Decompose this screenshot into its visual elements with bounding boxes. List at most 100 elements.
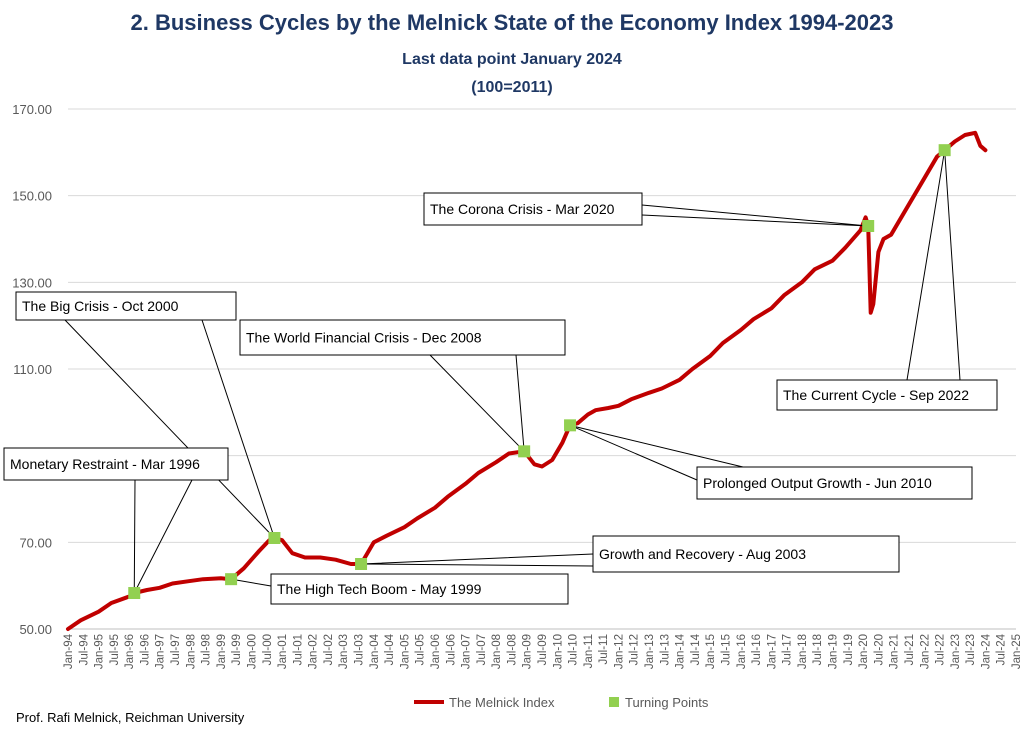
x-tick-label: Jul-24 (996, 633, 1008, 665)
x-tick-label: Jul-23 (965, 634, 977, 665)
y-tick-label: 150.00 (12, 189, 52, 204)
x-tick-label: Jul-14 (690, 633, 702, 665)
x-tick-label: Jul-13 (659, 634, 671, 665)
x-tick-label: Jan-25 (1011, 634, 1023, 669)
turning-point-marker (518, 445, 531, 458)
turning-point-marker (355, 558, 368, 570)
annotation-label: Prolonged Output Growth - Jun 2010 (703, 475, 932, 491)
x-tick-label: Jan-00 (246, 634, 258, 669)
x-tick-label: Jan-12 (613, 634, 625, 669)
x-tick-label: Jul-05 (415, 634, 427, 665)
x-tick-label: Jan-24 (980, 633, 992, 669)
y-tick-label: 170.00 (12, 102, 52, 117)
y-tick-label: 130.00 (12, 275, 52, 290)
x-tick-label: Jan-21 (889, 634, 901, 669)
x-tick-label: Jul-98 (201, 634, 213, 665)
chart-title: 2. Business Cycles by the Melnick State … (131, 10, 894, 35)
x-tick-label: Jan-15 (705, 634, 717, 669)
turning-point-marker (128, 587, 141, 600)
x-tick-label: Jul-19 (843, 634, 855, 665)
x-tick-label: Jul-10 (568, 634, 580, 665)
chart-subtitle: Last data point January 2024 (402, 51, 622, 68)
annotation-box (239, 319, 566, 356)
x-tick-label: Jul-18 (812, 634, 824, 665)
turning-point-marker (938, 144, 951, 157)
x-tick-label: Jan-02 (308, 634, 320, 669)
annotation-box (696, 466, 973, 500)
x-tick-label: Jan-08 (491, 634, 503, 669)
x-tick-label: Jul-02 (323, 634, 335, 665)
turning-point-marker (564, 419, 577, 432)
annotation-label: Growth and Recovery - Aug 2003 (599, 546, 806, 562)
y-tick-label: 70.00 (19, 535, 52, 550)
turning-point-marker (225, 573, 238, 586)
x-tick-label: Jul-04 (384, 633, 396, 665)
annotation-label: The High Tech Boom - May 1999 (277, 581, 482, 597)
x-tick-label: Jul-22 (935, 634, 947, 665)
annotation-box (592, 535, 900, 573)
x-tick-label: Jul-96 (139, 634, 151, 665)
x-tick-label: Jul-99 (231, 634, 243, 665)
chart-subtitle-base: (100=2011) (471, 79, 552, 96)
x-tick-label: Jan-19 (828, 634, 840, 669)
x-tick-label: Jul-01 (292, 634, 304, 665)
x-tick-label: Jan-03 (338, 634, 350, 669)
x-tick-label: Jan-09 (522, 634, 534, 669)
annotation-boxes: Monetary Restraint - Mar 1996 The High Te… (3, 192, 998, 605)
x-tick-label: Jul-09 (537, 634, 549, 665)
x-tick-label: Jul-11 (598, 634, 610, 664)
y-tick-label: 50.00 (19, 622, 52, 637)
annotation-label: The World Financial Crisis - Dec 2008 (246, 330, 482, 346)
annotation-label: Monetary Restraint - Mar 1996 (10, 456, 200, 472)
annotation-box (3, 447, 229, 481)
y-tick-label: 110.00 (13, 362, 52, 377)
legend-index-label: The Melnick Index (449, 695, 555, 710)
melnick-index-line (66, 130, 988, 631)
x-tick-label: Jan-97 (155, 634, 167, 669)
x-tick-label: Jul-00 (262, 634, 274, 665)
x-tick-label: Jan-11 (583, 634, 595, 668)
x-tick-label: Jul-95 (109, 634, 121, 665)
x-tick-label: Jul-12 (629, 634, 641, 665)
legend-turning-swatch (609, 697, 619, 707)
x-tick-label: Jan-95 (94, 634, 106, 669)
annotation-box (15, 291, 237, 321)
x-tick-label: Jan-23 (950, 634, 962, 669)
x-tick-labels: Jan-94 Jul-94 Jan-95 Jul-95 Jan-96 Jul-96 Jan-… (63, 633, 1023, 669)
x-tick-label: Jan-07 (461, 634, 473, 669)
x-tick-label: Jan-04 (369, 633, 381, 669)
x-tick-label: Jan-13 (644, 634, 656, 669)
annotation-box (423, 192, 643, 226)
annotation-box (270, 573, 569, 605)
annotation-box (776, 379, 998, 411)
x-tick-label: Jan-20 (858, 634, 870, 669)
turning-point-marker (862, 220, 875, 232)
x-tick-label: Jan-06 (430, 634, 442, 669)
x-tick-label: Jul-97 (170, 634, 182, 665)
annotation-label: The Corona Crisis - Mar 2020 (430, 201, 615, 217)
x-tick-label: Jan-96 (124, 634, 136, 669)
legend: The Melnick Index Turning Points (414, 695, 709, 710)
x-tick-label: Jul-16 (751, 634, 763, 665)
x-tick-label: Jul-03 (354, 634, 366, 665)
credit-text: Prof. Rafi Melnick, Reichman University (16, 710, 245, 725)
x-tick-label: Jan-05 (399, 634, 411, 669)
x-tick-label: Jul-21 (904, 634, 916, 665)
x-tick-label: Jul-07 (476, 634, 488, 665)
x-tick-label: Jan-16 (736, 634, 748, 669)
x-tick-label: Jul-06 (445, 634, 457, 665)
x-tick-label: Jan-01 (277, 634, 289, 669)
x-tick-label: Jul-08 (506, 634, 518, 665)
turning-point-marker (268, 532, 281, 544)
x-tick-label: Jan-99 (216, 634, 228, 669)
legend-turning-label: Turning Points (625, 695, 709, 710)
x-tick-label: Jan-18 (797, 634, 809, 669)
x-tick-label: Jul-15 (720, 634, 732, 665)
x-tick-label: Jan-17 (766, 634, 778, 669)
x-tick-label: Jul-94 (78, 633, 90, 665)
x-tick-label: Jan-94 (63, 633, 75, 669)
x-tick-label: Jan-22 (919, 634, 931, 669)
